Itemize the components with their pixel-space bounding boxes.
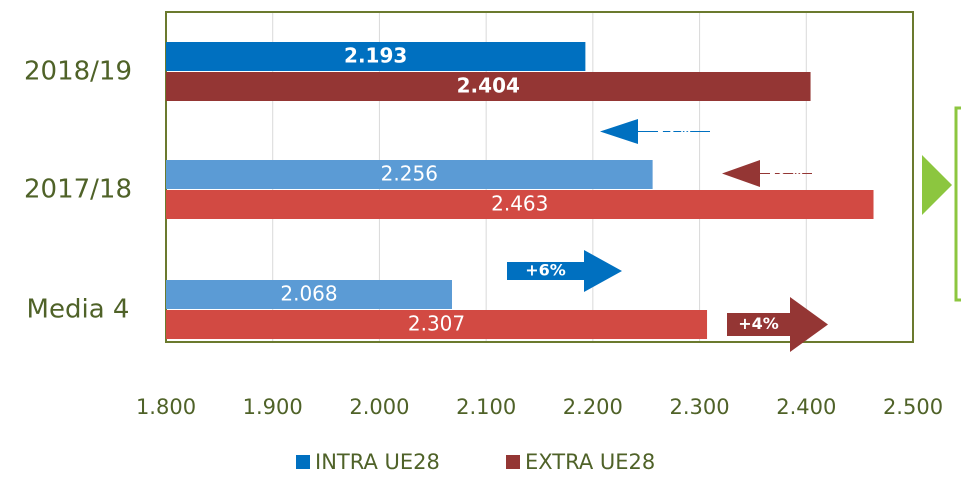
x-tick-label: 2.000: [349, 395, 409, 419]
x-tick-label: 2.200: [563, 395, 623, 419]
x-tick-label: 1.800: [136, 395, 196, 419]
value-label: 2.068: [280, 282, 337, 306]
bar: [166, 190, 874, 219]
category-label: 2018/19: [24, 57, 132, 87]
legend-label: INTRA UE28: [315, 450, 440, 474]
annotation-arrow: [600, 119, 710, 144]
value-label: 2.404: [457, 74, 520, 98]
bar: [166, 310, 708, 339]
bar: [166, 42, 586, 71]
x-tick-label: 2.400: [776, 395, 836, 419]
legend-swatch: [296, 455, 310, 469]
annotation-arrow: [722, 160, 812, 187]
value-label: 2.307: [408, 312, 465, 336]
annotation-text: -2%: [769, 163, 803, 182]
decor-triangle: [922, 155, 952, 215]
decor-box: [954, 106, 961, 302]
annotation-arrow: [727, 297, 828, 352]
value-label: 2.463: [491, 192, 548, 216]
annotation-text: +4%: [738, 314, 779, 333]
category-label: Media 4: [27, 295, 130, 325]
value-label: 2.193: [344, 44, 407, 68]
annotation-text: +6%: [525, 261, 566, 280]
x-tick-label: 2.300: [670, 395, 730, 419]
category-label: 2017/18: [24, 175, 132, 205]
x-tick-label: 2.100: [456, 395, 516, 419]
legend-label: EXTRA UE28: [525, 450, 655, 474]
annotation-text: -3%: [657, 121, 691, 140]
bar: [166, 72, 811, 101]
bar: [166, 280, 452, 309]
annotation-arrow: [507, 250, 622, 292]
x-tick-label: 2.500: [883, 395, 943, 419]
x-tick-label: 1.900: [243, 395, 303, 419]
legend-swatch: [506, 455, 520, 469]
bar: [166, 160, 653, 189]
value-label: 2.256: [381, 162, 438, 186]
